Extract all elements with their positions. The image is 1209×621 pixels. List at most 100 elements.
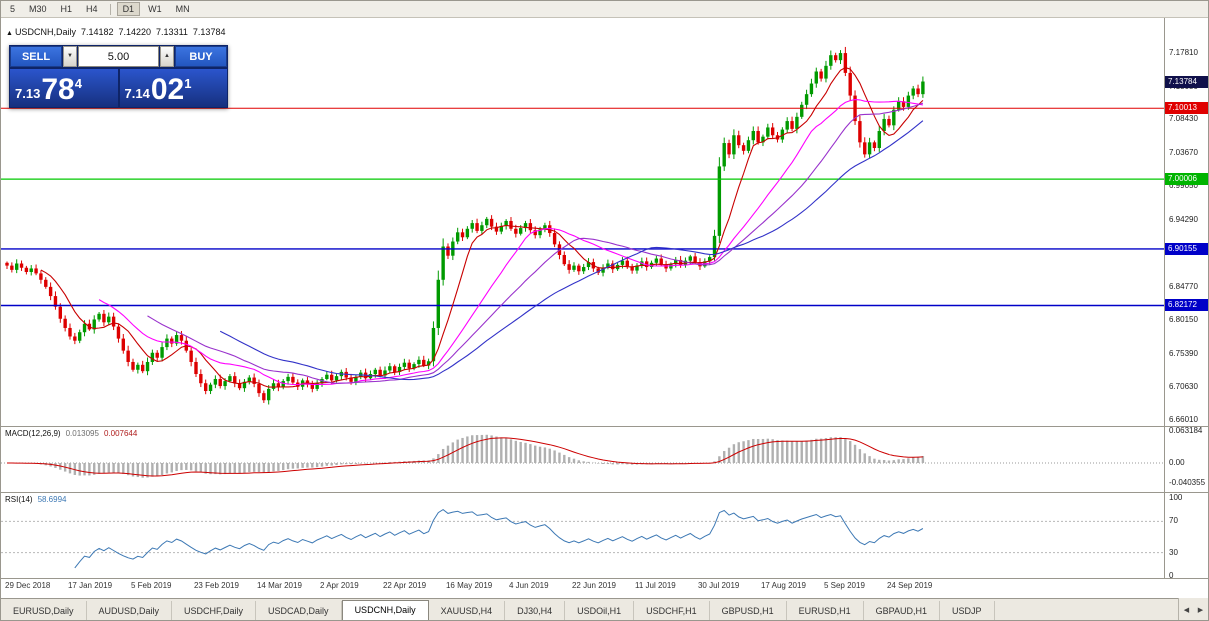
chart-tab[interactable]: GBPUSD,H1 (710, 600, 787, 620)
chart-tab[interactable]: DJ30,H4 (505, 600, 566, 620)
timeframe-button-m30[interactable]: M30 (29, 4, 47, 14)
buy-button[interactable]: BUY (175, 46, 227, 67)
price-axis-line (1164, 18, 1165, 578)
chart-symbol-label: USDCNH,Daily (14, 27, 76, 37)
timeframe-button-h4[interactable]: H4 (86, 4, 98, 14)
chart-tab[interactable]: USDCNH,Daily (341, 600, 429, 620)
price-axis-label: 7.03670 (1169, 148, 1198, 158)
date-axis-label: 17 Jan 2019 (67, 581, 113, 590)
timeframe-button-mn[interactable]: MN (175, 4, 190, 14)
price-axis-label: 6.70630 (1169, 382, 1198, 392)
date-axis-label: 2 Apr 2019 (319, 581, 359, 590)
moving-average-line (219, 120, 924, 381)
chart-tab[interactable]: EURUSD,H1 (787, 600, 864, 620)
price-axis-tag: 7.13784 (1165, 75, 1208, 88)
ohlc-high: 7.14220 (118, 27, 152, 37)
rsi-axis-label: 70 (1169, 516, 1178, 526)
rsi-line (74, 508, 924, 569)
tab-scroll-right-icon[interactable]: ▶ (1197, 607, 1204, 614)
rsi-axis-label: 0 (1169, 571, 1174, 580)
moving-average-line (40, 67, 924, 388)
volume-input[interactable] (78, 46, 159, 67)
one-click-trade-widget: SELL ▼ ▲ BUY 7.13 78 4 7.14 02 1 (9, 45, 228, 108)
chart-tab[interactable]: AUDUSD,Daily (87, 600, 173, 620)
date-axis-label: 23 Feb 2019 (193, 581, 239, 590)
macd-label: MACD(12,26,9) 0.013095 0.007644 (5, 429, 137, 438)
ask-prefix: 7.14 (124, 86, 150, 101)
date-axis[interactable]: 29 Dec 2018 17 Jan 2019 5 Feb 2019 23 Feb 2… (1, 579, 1164, 597)
bid-main-digits: 78 (41, 73, 75, 106)
macd-panel-separator[interactable] (1, 426, 1208, 427)
chart-tab[interactable]: USDOil,H1 (565, 600, 635, 620)
macd-value-signal: 0.007644 (103, 429, 138, 438)
bid-price-panel[interactable]: 7.13 78 4 (10, 69, 118, 107)
rsi-label: RSI(14) 58.6994 (5, 495, 66, 504)
sell-button[interactable]: SELL (10, 46, 62, 67)
ohlc-open: 7.14182 (80, 27, 114, 37)
timeframe-toolbar: 5 M30 H1 H4 D1 W1 MN (1, 1, 1208, 18)
rsi-panel-svg[interactable] (1, 492, 1164, 578)
timeframe-button-5[interactable]: 5 (10, 4, 16, 14)
candles (5, 46, 925, 405)
date-axis-separator (1, 578, 1208, 579)
chart-tab[interactable]: GBPAUD,H1 (864, 600, 941, 620)
macd-axis-label: 0.063184 (1169, 426, 1203, 436)
timeframe-button-w1[interactable]: W1 (148, 4, 162, 14)
rsi-panel-separator[interactable] (1, 492, 1208, 493)
ask-price-panel[interactable]: 7.14 02 1 (119, 69, 227, 107)
chart-tab[interactable]: USDCHF,Daily (172, 600, 257, 620)
timeframe-button-h1[interactable]: H1 (60, 4, 73, 14)
chart-tab[interactable]: USDCHF,H1 (634, 600, 710, 620)
bid-prefix: 7.13 (15, 86, 41, 101)
price-axis-tag: 7.10013 (1165, 102, 1208, 115)
ask-main-digits: 02 (150, 73, 185, 106)
date-axis-label: 17 Aug 2019 (760, 581, 806, 590)
price-axis-tag: 7.00006 (1165, 173, 1208, 186)
toolbar-divider (109, 3, 111, 15)
timeframe-bar: 5 M30 H1 H4 D1 W1 MN (3, 2, 197, 16)
rsi-name: RSI(14) (5, 495, 33, 504)
date-axis-label: 11 Jul 2019 (634, 581, 676, 590)
price-axis-label: 6.94290 (1169, 214, 1198, 224)
price-axis-tag: 6.82172 (1165, 299, 1208, 312)
chart-tab[interactable]: USDJP (940, 600, 995, 620)
ma-lines (40, 67, 924, 388)
date-axis-label: 29 Dec 2018 (5, 581, 51, 590)
price-axis-label: 6.66010 (1169, 415, 1198, 424)
macd-panel-svg[interactable] (1, 426, 1164, 492)
date-axis-label: 4 Jun 2019 (508, 581, 549, 590)
volume-up-icon[interactable]: ▲ (160, 46, 174, 67)
chart-tab[interactable]: XAUUSD,H4 (429, 600, 506, 620)
chart-tab-bar: EURUSD,Daily AUDUSD,Daily USDCHF,Daily USDC… (1, 598, 1208, 620)
date-axis-label: 16 May 2019 (445, 581, 493, 590)
date-axis-label: 30 Jul 2019 (697, 581, 740, 590)
tab-scroll-left-icon[interactable]: ◀ (1183, 607, 1190, 614)
tab-scroll-controls: ◀ ▶ (1178, 598, 1208, 620)
price-axis-label: 6.75390 (1169, 348, 1198, 358)
macd-axis-label: -0.040355 (1169, 478, 1206, 488)
date-axis-label: 22 Jun 2019 (571, 581, 617, 590)
macd-axis-label: 0.00 (1169, 458, 1185, 467)
macd-name: MACD(12,26,9) (5, 429, 61, 438)
date-axis-label: 24 Sep 2019 (886, 581, 933, 590)
price-axis-label: 7.08430 (1169, 114, 1198, 124)
ohlc-close: 7.13784 (192, 27, 226, 37)
timeframe-button-d1[interactable]: D1 (116, 2, 141, 16)
price-axis-label: 6.84770 (1169, 282, 1198, 292)
moving-average-line (98, 99, 923, 386)
ohlc-low: 7.13311 (156, 27, 188, 37)
rsi-axis-label: 30 (1169, 547, 1178, 557)
date-axis-label: 14 Mar 2019 (256, 581, 302, 590)
ask-pipette: 1 (184, 76, 192, 91)
chart-tab[interactable]: EURUSD,Daily (1, 600, 87, 620)
bid-pipette: 4 (74, 76, 82, 91)
date-axis-label: 5 Feb 2019 (130, 581, 172, 590)
volume-down-icon[interactable]: ▼ (63, 46, 77, 67)
rsi-value: 58.6994 (37, 495, 67, 504)
rsi-axis-label: 100 (1169, 493, 1183, 502)
date-axis-label: 5 Sep 2019 (823, 581, 865, 590)
symbol-marker-icon: ▲ (6, 30, 13, 37)
macd-histogram (10, 434, 925, 478)
chart-tab[interactable]: USDCAD,Daily (256, 600, 342, 620)
